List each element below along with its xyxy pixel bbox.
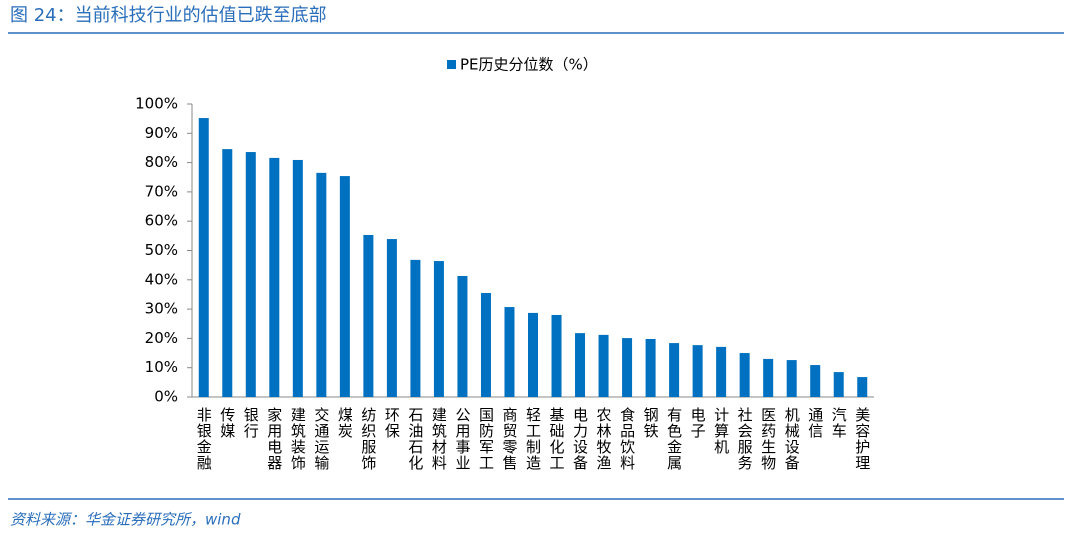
- bar: [222, 149, 233, 397]
- bar: [386, 239, 397, 397]
- bar: [669, 343, 680, 397]
- bar: [622, 338, 633, 397]
- y-tick-label: 30%: [145, 300, 178, 318]
- x-tick-label: 非银金融: [195, 407, 213, 471]
- x-tick-label: 有色金属: [665, 407, 683, 471]
- bar: [245, 152, 256, 397]
- x-tick-label: 社会服务: [736, 407, 754, 471]
- x-tick-label: 建筑材料: [430, 407, 448, 471]
- x-tick-label: 电力设备: [571, 407, 589, 471]
- bar: [292, 159, 303, 397]
- bar: [339, 176, 350, 397]
- legend-swatch: [447, 60, 456, 69]
- x-tick-label: 传媒: [218, 407, 236, 439]
- bar: [645, 338, 656, 397]
- bar: [198, 118, 209, 398]
- x-tick-label: 环保: [383, 407, 401, 439]
- x-tick-label: 公用事业: [453, 407, 471, 471]
- bar: [457, 275, 468, 397]
- y-tick-label: 10%: [145, 358, 178, 376]
- bar: [810, 365, 821, 397]
- bar: [739, 353, 750, 397]
- bar: [363, 234, 374, 397]
- bar: [716, 346, 727, 397]
- y-tick-label: 0%: [154, 388, 178, 406]
- x-tick-label: 计算机: [712, 407, 730, 455]
- y-tick-label: 60%: [145, 212, 178, 230]
- x-tick-label: 汽车: [830, 407, 848, 439]
- x-tick-label: 基础化工: [548, 407, 566, 471]
- bar: [410, 259, 421, 397]
- bar: [504, 307, 515, 397]
- x-tick-label: 通信: [806, 407, 824, 439]
- bar: [480, 292, 491, 397]
- x-tick-label: 煤炭: [336, 407, 354, 439]
- x-tick-label: 石油石化: [406, 407, 424, 471]
- x-tick-label: 建筑装饰: [289, 407, 307, 471]
- bar: [551, 314, 562, 397]
- bar: [575, 333, 586, 397]
- x-tick-label: 商贸零售: [500, 407, 518, 471]
- x-tick-label: 美容护理: [853, 407, 871, 471]
- bar: [316, 172, 327, 397]
- bar: [763, 358, 774, 397]
- x-tick-label: 电子: [689, 407, 707, 439]
- y-tick-label: 90%: [145, 124, 178, 142]
- bar: [857, 377, 868, 397]
- x-tick-label: 轻工制造: [524, 407, 542, 471]
- bar: [269, 157, 280, 397]
- y-tick-label: 40%: [145, 270, 178, 288]
- bar: [433, 261, 444, 397]
- y-tick-label: 70%: [145, 182, 178, 200]
- x-tick-label: 医药生物: [759, 407, 777, 471]
- x-tick-label: 国防军工: [477, 407, 495, 471]
- bar: [833, 372, 844, 397]
- legend-label: PE历史分位数（%）: [460, 56, 598, 74]
- x-tick-label: 食品饮料: [618, 407, 636, 471]
- x-tick-label: 机械设备: [783, 407, 801, 471]
- bar: [528, 312, 538, 397]
- x-tick-label: 交通运输: [312, 406, 330, 471]
- y-tick-label: 20%: [145, 329, 178, 347]
- x-tick-label: 家用电器: [265, 407, 283, 471]
- x-tick-label: 纺织服饰: [359, 407, 377, 471]
- x-tick-label: 银行: [242, 407, 260, 439]
- x-tick-label: 钢铁: [642, 407, 660, 439]
- bar: [598, 334, 609, 397]
- bar: [786, 360, 797, 397]
- bar: [692, 345, 703, 397]
- x-tick-label: 农林牧渔: [595, 407, 613, 471]
- y-tick-label: 80%: [145, 153, 178, 171]
- y-tick-label: 50%: [145, 241, 178, 259]
- chart-title: 图 24：当前科技行业的估值已跌至底部: [10, 5, 327, 26]
- y-tick-label: 100%: [135, 95, 178, 113]
- source-note: 资料来源：华金证券研究所，wind: [10, 511, 241, 529]
